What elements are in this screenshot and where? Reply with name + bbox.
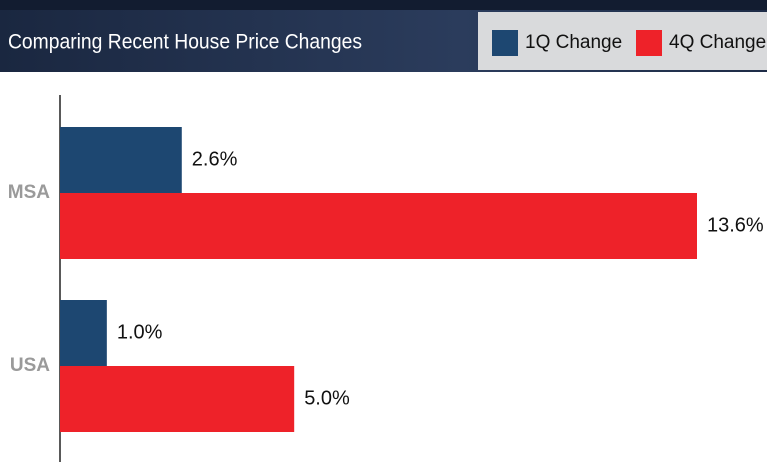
y-tick-label: USA bbox=[10, 355, 50, 376]
bar bbox=[60, 193, 697, 259]
legend-panel bbox=[478, 12, 767, 70]
bar bbox=[60, 366, 295, 432]
bar bbox=[60, 300, 107, 366]
value-label: 13.6% bbox=[707, 214, 764, 236]
y-tick-label: MSA bbox=[8, 182, 51, 203]
legend-swatch bbox=[492, 30, 518, 56]
value-label: 1.0% bbox=[117, 321, 163, 343]
legend-label: 4Q Change bbox=[669, 32, 766, 53]
legend-label: 1Q Change bbox=[525, 32, 622, 53]
value-label: 5.0% bbox=[304, 387, 350, 409]
header-strip bbox=[0, 0, 767, 10]
value-label: 2.6% bbox=[192, 148, 238, 170]
chart-title: Comparing Recent House Price Changes bbox=[8, 31, 362, 54]
bar bbox=[60, 127, 182, 193]
legend-swatch bbox=[636, 30, 662, 56]
